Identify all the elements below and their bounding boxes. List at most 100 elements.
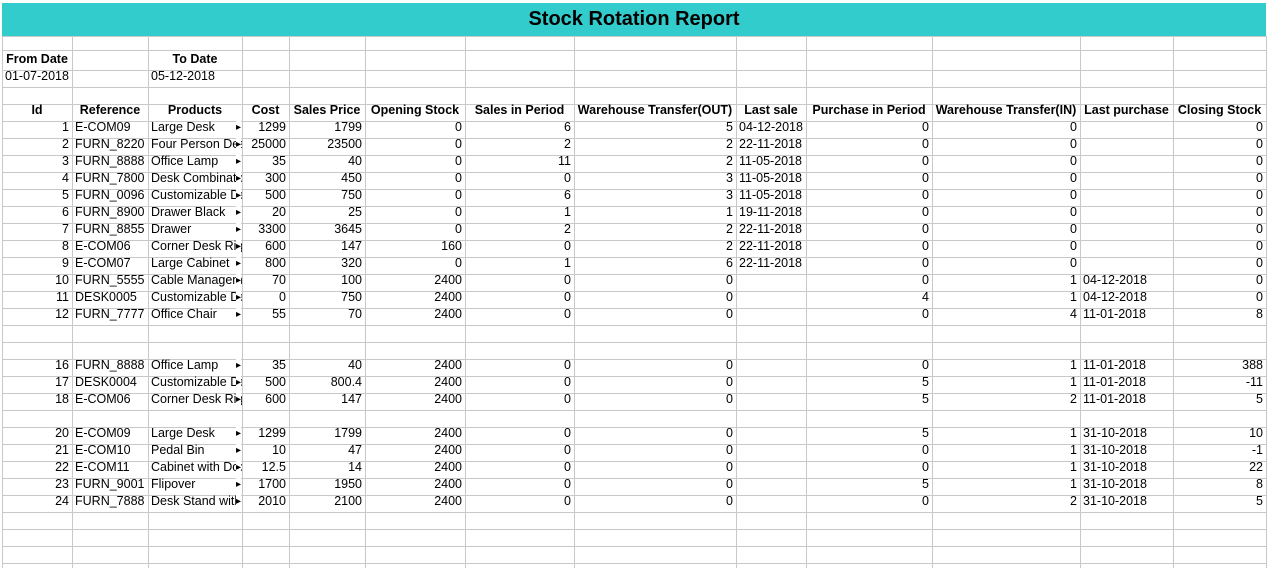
table-cell-id[interactable]: 10 bbox=[55, 273, 69, 287]
table-cell-sales[interactable]: 0 bbox=[564, 477, 571, 491]
table-cell-price[interactable]: 147 bbox=[341, 392, 362, 406]
table-cell-id[interactable]: 23 bbox=[55, 477, 69, 491]
table-cell-purchase[interactable]: 0 bbox=[922, 222, 929, 236]
table-cell-last_sale[interactable]: 11-05-2018 bbox=[739, 188, 803, 202]
table-cell-product[interactable]: Customizable Desk bbox=[148, 289, 242, 306]
table-cell-cost[interactable]: 500 bbox=[265, 375, 286, 389]
table-cell-wt_out[interactable]: 0 bbox=[726, 426, 733, 440]
table-cell-closing[interactable]: 0 bbox=[1256, 171, 1263, 185]
table-cell-purchase[interactable]: 5 bbox=[922, 477, 929, 491]
table-cell-last_sale[interactable] bbox=[736, 357, 806, 374]
table-cell-purchase[interactable]: 0 bbox=[922, 188, 929, 202]
table-cell-id[interactable]: 4 bbox=[62, 171, 69, 185]
table-cell-wt_in[interactable]: 2 bbox=[1070, 494, 1077, 508]
table-cell-price[interactable]: 47 bbox=[348, 443, 362, 457]
table-cell-opening[interactable]: 0 bbox=[455, 256, 462, 270]
table-cell-last_sale[interactable]: 04-12-2018 bbox=[739, 120, 803, 134]
table-cell-wt_in[interactable]: 1 bbox=[1070, 273, 1077, 287]
table-cell-wt_out[interactable]: 2 bbox=[726, 222, 733, 236]
table-cell-opening[interactable]: 2400 bbox=[434, 477, 462, 491]
table-cell-last_purchase[interactable]: 31-10-2018 bbox=[1083, 494, 1147, 508]
table-cell-price[interactable]: 14 bbox=[348, 460, 362, 474]
table-cell-wt_out[interactable]: 0 bbox=[726, 477, 733, 491]
table-cell-ref[interactable]: FURN_9001 bbox=[75, 477, 145, 491]
table-cell-cost[interactable]: 600 bbox=[265, 239, 286, 253]
table-cell-wt_in[interactable]: 0 bbox=[1070, 222, 1077, 236]
table-cell-price[interactable]: 2100 bbox=[334, 494, 362, 508]
table-cell-ref[interactable]: FURN_8900 bbox=[75, 205, 145, 219]
table-cell-closing[interactable]: 0 bbox=[1256, 188, 1263, 202]
table-cell-opening[interactable]: 2400 bbox=[434, 290, 462, 304]
table-cell-purchase[interactable]: 5 bbox=[922, 392, 929, 406]
table-cell-purchase[interactable]: 0 bbox=[922, 443, 929, 457]
table-cell-ref[interactable]: FURN_7888 bbox=[75, 494, 145, 508]
table-cell-last_sale[interactable]: 22-11-2018 bbox=[739, 137, 803, 151]
table-cell-last_sale[interactable] bbox=[736, 272, 806, 289]
table-cell-wt_out[interactable]: 0 bbox=[726, 273, 733, 287]
table-cell-last_purchase[interactable] bbox=[1080, 119, 1173, 136]
table-cell-sales[interactable]: 0 bbox=[564, 290, 571, 304]
table-cell-wt_in[interactable]: 0 bbox=[1070, 256, 1077, 270]
table-cell-price[interactable]: 450 bbox=[341, 171, 362, 185]
table-cell-product[interactable]: Corner Desk Right Sit bbox=[148, 238, 242, 255]
table-cell-opening[interactable]: 0 bbox=[455, 137, 462, 151]
table-cell-cost[interactable]: 35 bbox=[272, 358, 286, 372]
column-header[interactable]: Last sale bbox=[744, 103, 798, 117]
table-cell-sales[interactable]: 1 bbox=[564, 205, 571, 219]
table-cell-sales[interactable]: 0 bbox=[564, 494, 571, 508]
table-cell-cost[interactable]: 20 bbox=[272, 205, 286, 219]
table-cell-wt_in[interactable]: 2 bbox=[1070, 392, 1077, 406]
table-cell-wt_out[interactable]: 0 bbox=[726, 307, 733, 321]
table-cell-closing[interactable]: -1 bbox=[1251, 443, 1263, 457]
table-cell-cost[interactable]: 0 bbox=[279, 290, 286, 304]
table-cell-closing[interactable]: 0 bbox=[1256, 239, 1263, 253]
table-cell-closing[interactable]: 22 bbox=[1249, 460, 1263, 474]
table-cell-opening[interactable]: 0 bbox=[455, 205, 462, 219]
table-cell-opening[interactable]: 2400 bbox=[434, 443, 462, 457]
table-cell-price[interactable]: 40 bbox=[348, 358, 362, 372]
table-cell-sales[interactable]: 0 bbox=[564, 239, 571, 253]
table-cell-product[interactable]: Four Person Desk bbox=[148, 136, 242, 153]
column-header[interactable]: Reference bbox=[79, 103, 141, 117]
table-cell-sales[interactable]: 0 bbox=[564, 375, 571, 389]
table-cell-closing[interactable]: -11 bbox=[1245, 375, 1263, 389]
table-cell-opening[interactable]: 2400 bbox=[434, 358, 462, 372]
column-header[interactable]: Id bbox=[31, 103, 43, 117]
table-cell-ref[interactable]: E-COM06 bbox=[75, 239, 131, 253]
table-cell-closing[interactable]: 0 bbox=[1256, 290, 1263, 304]
table-cell-sales[interactable]: 0 bbox=[564, 426, 571, 440]
table-cell-ref[interactable]: FURN_7800 bbox=[75, 171, 145, 185]
table-cell-last_sale[interactable]: 22-11-2018 bbox=[739, 256, 803, 270]
table-cell-purchase[interactable]: 0 bbox=[922, 460, 929, 474]
table-cell-purchase[interactable]: 5 bbox=[922, 426, 929, 440]
table-cell-sales[interactable]: 0 bbox=[564, 171, 571, 185]
table-cell-product[interactable]: Desk Combination bbox=[148, 170, 242, 187]
table-cell-wt_out[interactable]: 0 bbox=[726, 494, 733, 508]
table-cell-wt_in[interactable]: 4 bbox=[1070, 307, 1077, 321]
table-cell-opening[interactable]: 2400 bbox=[434, 273, 462, 287]
table-cell-last_purchase[interactable]: 11-01-2018 bbox=[1083, 375, 1147, 389]
table-cell-last_purchase[interactable]: 11-01-2018 bbox=[1083, 392, 1147, 406]
table-cell-product[interactable]: Customizable Desk bbox=[148, 374, 242, 391]
from-date-value[interactable]: 01-07-2018 bbox=[5, 69, 69, 83]
table-cell-id[interactable]: 7 bbox=[62, 222, 69, 236]
table-cell-opening[interactable]: 2400 bbox=[434, 494, 462, 508]
column-header[interactable]: Sales in Period bbox=[474, 103, 565, 117]
table-cell-closing[interactable]: 0 bbox=[1256, 256, 1263, 270]
table-cell-sales[interactable]: 0 bbox=[564, 358, 571, 372]
table-cell-purchase[interactable]: 0 bbox=[922, 307, 929, 321]
table-cell-id[interactable]: 22 bbox=[55, 460, 69, 474]
table-cell-last_purchase[interactable]: 31-10-2018 bbox=[1083, 426, 1147, 440]
table-cell-cost[interactable]: 1299 bbox=[258, 120, 286, 134]
table-cell-ref[interactable]: E-COM09 bbox=[75, 120, 131, 134]
table-cell-wt_in[interactable]: 1 bbox=[1070, 477, 1077, 491]
table-cell-price[interactable]: 100 bbox=[341, 273, 362, 287]
table-cell-product[interactable]: Customizable Desk bbox=[148, 187, 242, 204]
table-cell-price[interactable]: 3645 bbox=[334, 222, 362, 236]
table-cell-wt_out[interactable]: 0 bbox=[726, 443, 733, 457]
table-cell-id[interactable]: 18 bbox=[55, 392, 69, 406]
table-cell-ref[interactable]: E-COM10 bbox=[75, 443, 131, 457]
table-cell-opening[interactable]: 2400 bbox=[434, 426, 462, 440]
table-cell-last_purchase[interactable]: 04-12-2018 bbox=[1083, 273, 1147, 287]
table-cell-last_sale[interactable]: 11-05-2018 bbox=[739, 154, 803, 168]
